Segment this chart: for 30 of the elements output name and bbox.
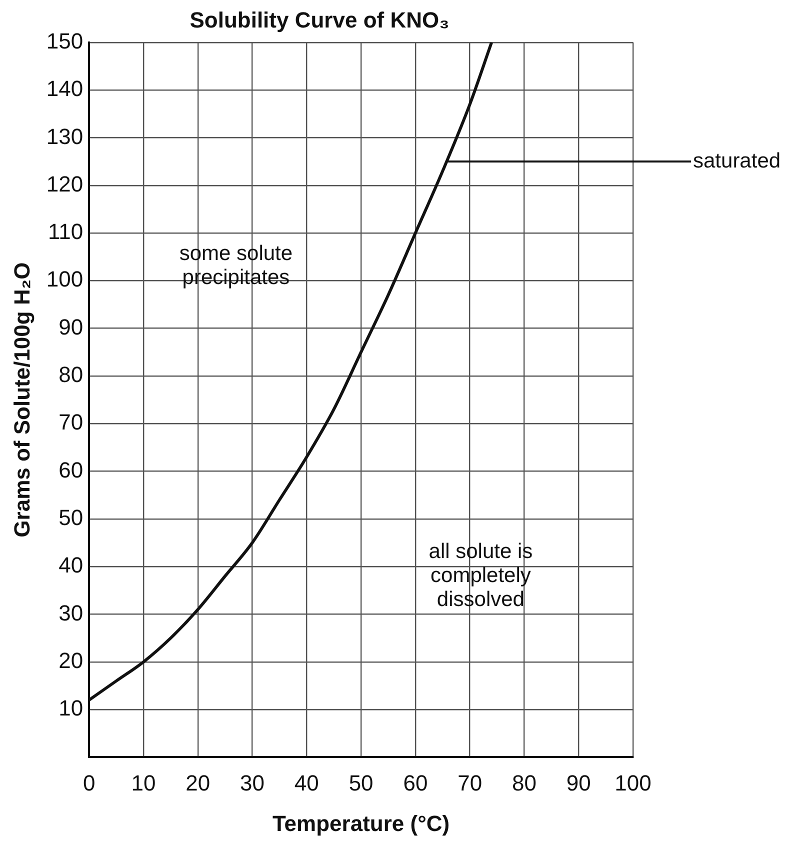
- y-tick-label: 60: [58, 457, 84, 482]
- y-tick-label: 30: [58, 600, 84, 626]
- x-tick-label: 40: [294, 770, 319, 796]
- x-tick-label: 80: [512, 770, 536, 796]
- y-tick-label: 100: [46, 266, 84, 292]
- y-tick-label: 120: [46, 171, 84, 196]
- x-axis-title: Temperature (°C): [272, 810, 450, 836]
- y-tick-label: 150: [46, 28, 84, 54]
- x-tick-label: 50: [348, 770, 374, 796]
- x-tick-label: 70: [458, 770, 482, 796]
- y-tick-label: 70: [58, 410, 84, 435]
- y-tick-label: 130: [46, 124, 84, 149]
- y-tick-label: 40: [58, 552, 84, 578]
- annotation: saturated: [693, 149, 781, 172]
- y-tick-label: 140: [46, 76, 84, 102]
- x-tick-label: 100: [614, 770, 652, 796]
- y-tick-label: 10: [58, 696, 84, 721]
- y-tick-label: 110: [48, 219, 84, 244]
- x-tick-label: 0: [82, 770, 96, 796]
- y-tick-label: 50: [58, 504, 84, 530]
- x-tick-label: 90: [566, 770, 591, 796]
- x-tick-label: 60: [403, 770, 428, 796]
- chart-title: Solubility Curve of KNO₃: [190, 7, 450, 32]
- y-tick-label: 90: [58, 314, 84, 340]
- x-tick-label: 10: [131, 770, 156, 796]
- x-tick-label: 20: [186, 770, 210, 796]
- y-tick-label: 80: [58, 362, 84, 388]
- y-tick-label: 20: [58, 648, 84, 673]
- x-tick-label: 30: [240, 770, 265, 796]
- y-axis-title: Grams of Solute/100g H₂O: [9, 262, 34, 538]
